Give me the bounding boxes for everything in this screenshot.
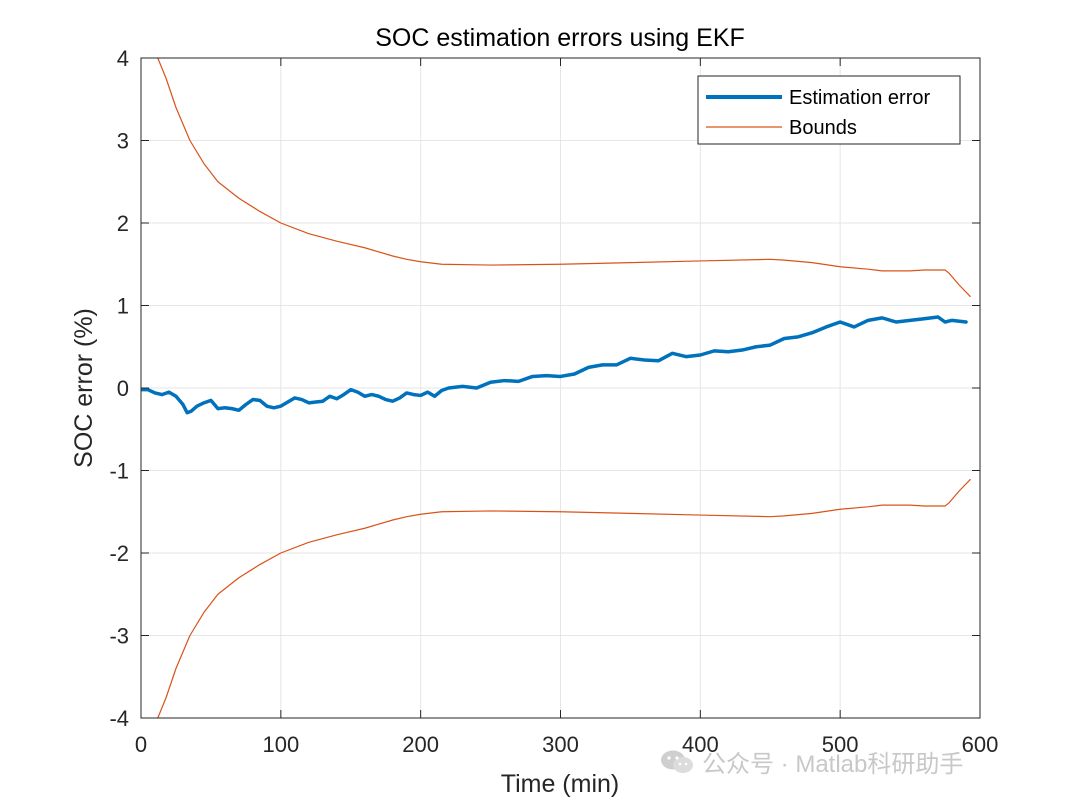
legend: Estimation error Bounds xyxy=(697,75,961,145)
series-layer xyxy=(141,58,971,718)
legend-label-estimation-error: Estimation error xyxy=(789,87,930,109)
y-tick-label: 1 xyxy=(117,294,129,319)
wechat-icon xyxy=(661,750,693,773)
series-line-bounds-lower xyxy=(157,478,971,718)
y-tick-label: -1 xyxy=(109,459,129,484)
grid xyxy=(141,58,980,718)
y-tick-label: 0 xyxy=(117,376,129,401)
y-tick-label: 2 xyxy=(117,211,129,236)
y-tick-label: 3 xyxy=(117,129,129,154)
y-tick-label: -4 xyxy=(109,706,129,731)
plot-area xyxy=(141,58,971,718)
watermark: 公众号 · Matlab科研助手 xyxy=(660,744,963,779)
x-tick-label: 400 xyxy=(682,732,719,757)
x-tick-label: 600 xyxy=(962,732,999,757)
series-line-estimation-error xyxy=(141,315,968,415)
legend-box xyxy=(697,75,961,145)
ticks xyxy=(140,57,981,719)
series-line-bounds-upper xyxy=(157,58,971,298)
x-tick-label: 500 xyxy=(822,732,859,757)
chart-title: SOC estimation errors using EKF xyxy=(375,24,745,52)
x-tick-label: 300 xyxy=(542,732,579,757)
watermark-text: 公众号 · Matlab科研助手 xyxy=(702,751,964,778)
x-axis-title: Time (min) xyxy=(501,770,620,798)
x-tick-label: 0 xyxy=(135,732,147,757)
x-tick-label: 100 xyxy=(262,732,299,757)
y-tick-label: 4 xyxy=(117,46,129,71)
legend-label-bounds: Bounds xyxy=(789,117,857,139)
y-axis-title: SOC error (%) xyxy=(70,308,98,468)
y-tick-label: -2 xyxy=(109,541,129,566)
tick-labels: 0 100 200 300 400 500 600 -4 -3 -2 -1 0 1 2 3 4 xyxy=(109,46,998,757)
y-tick-label: -3 xyxy=(109,624,129,649)
x-tick-label: 200 xyxy=(402,732,439,757)
